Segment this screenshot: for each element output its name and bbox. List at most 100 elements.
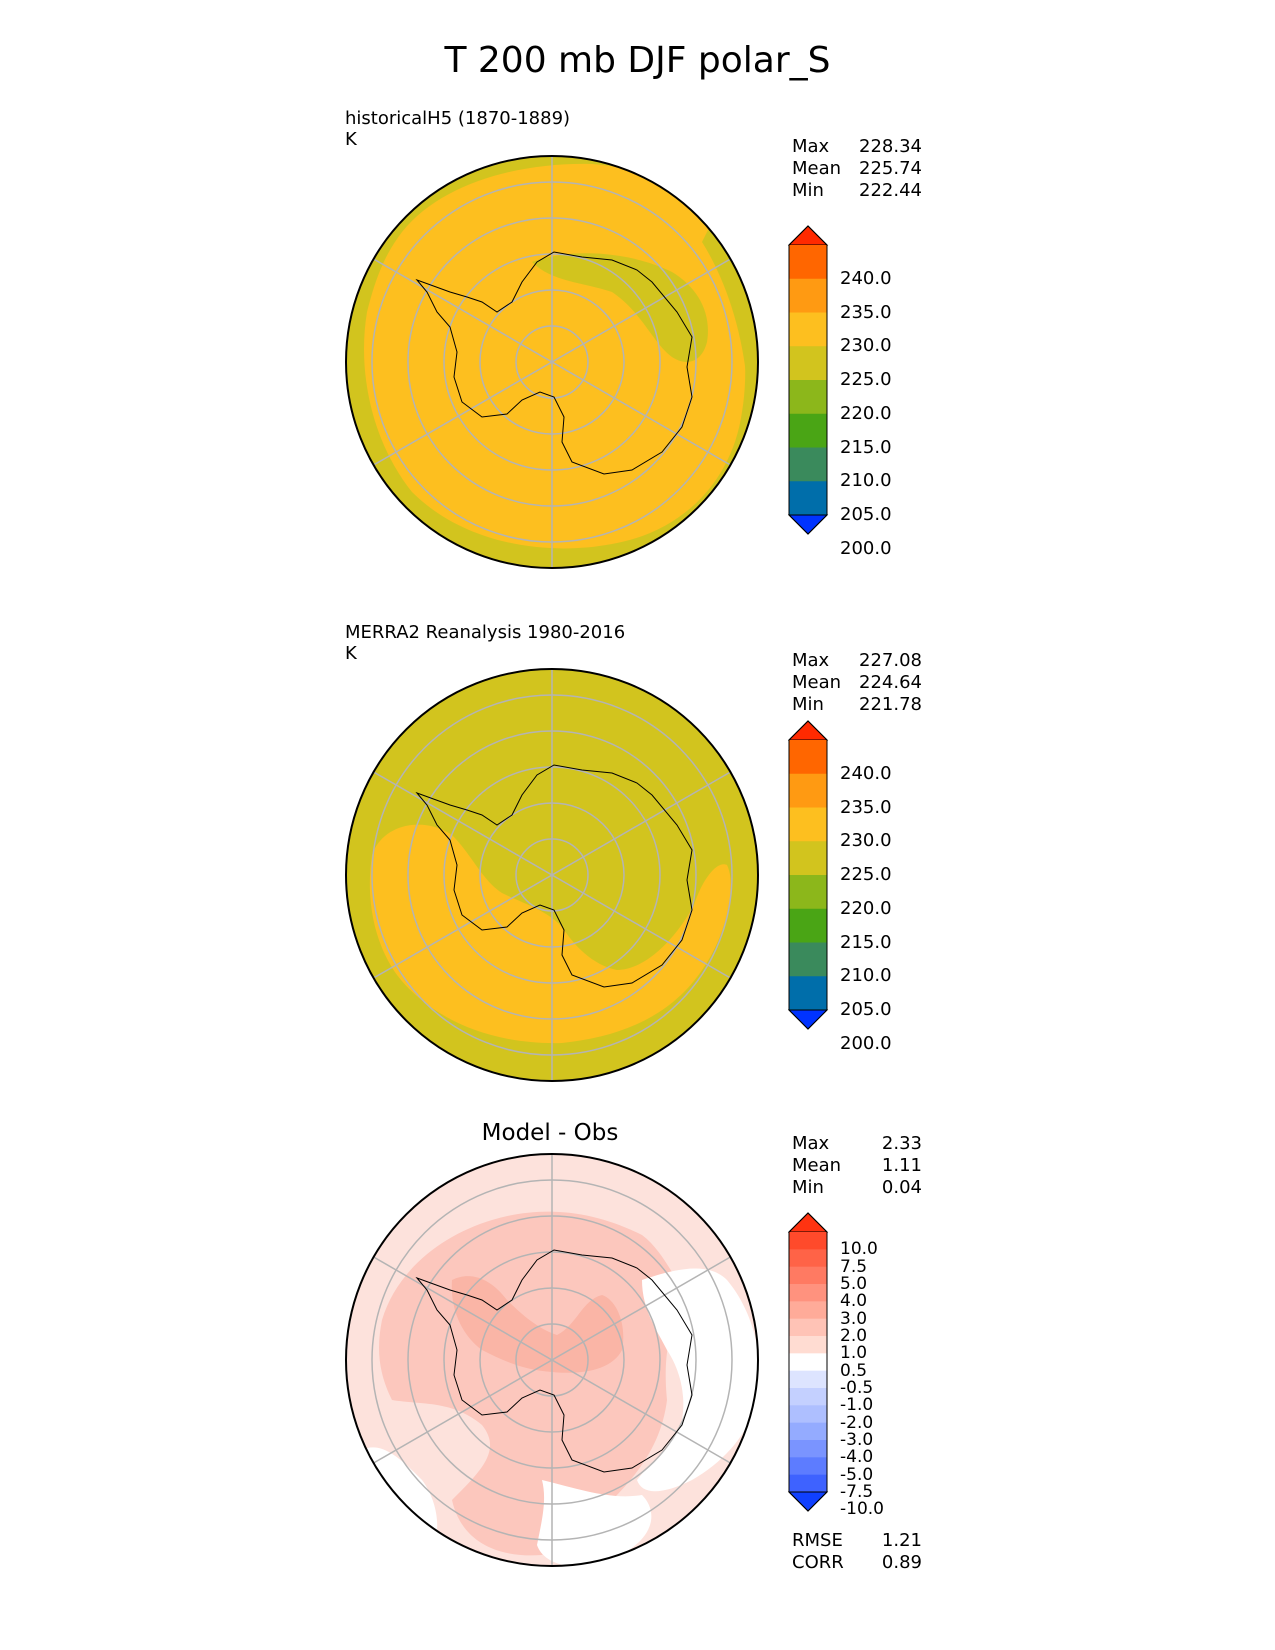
colorbar-swatch [789,413,827,448]
graticule [371,156,733,568]
diff-region-neutral-south [537,1480,652,1566]
stat-max-label: Max [792,136,830,157]
colorbar-swatch [789,908,827,943]
difference-stats: Max 2.33 Mean 1.11 Min 0.04 [792,1133,922,1199]
stat-max-value: 228.34 [859,136,922,157]
cool-region-east [702,222,758,382]
colorbar-swatch [789,447,827,482]
colorbar-swatch [789,1474,827,1493]
antarctica-coastline [415,251,693,475]
colorbar-swatch [789,740,827,775]
colorbar-swatch [789,1318,827,1337]
colorbar-tick-label: 240.0 [840,267,892,289]
colorbar-tick-label: 230.0 [840,335,892,357]
colorbar-tick-label: 215.0 [840,436,892,458]
colorbar-swatch [789,346,827,381]
colorbar-swatch [789,1336,827,1354]
colorbar-tick-label: -3.0 [840,1430,874,1450]
colorbar-swatch [789,380,827,415]
difference-panel-title: Model - Obs [481,1120,619,1146]
colorbar-tick-label: -5.0 [840,1464,874,1485]
colorbar-tick-label: 235.0 [840,301,892,323]
colorbar-tick-label: -4.0 [840,1447,874,1468]
colorbar-tick-label: 205.0 [840,504,892,525]
graticule [371,1154,733,1566]
colorbar-tick-label: 200.0 [840,1032,892,1054]
colorbar-swatch [789,942,827,977]
stat-max-label: Max [792,1133,830,1154]
cool-region [532,253,708,362]
colorbar-tick-label: 3.0 [840,1308,868,1329]
colorbar-tick-label: 1.0 [840,1343,868,1364]
colorbar-swatch [789,1301,827,1320]
stat-max-value: 2.33 [881,1133,922,1154]
colorbar-swatches [788,225,829,535]
corr-label: CORR [792,1552,844,1573]
stat-min-value: 221.78 [859,694,922,715]
antarctica-coastline [415,1249,693,1473]
difference-metrics: RMSE 1.21 CORR 0.89 [792,1530,922,1574]
colorbar-tick-label: 4.0 [840,1291,868,1312]
test-panel-label: historicalH5 (1870-1889) K [345,108,570,150]
colorbar-tick-label: 215.0 [840,931,892,953]
colorbar-tick-label: 230.0 [840,830,892,852]
colorbar-swatch [789,1232,827,1250]
stat-max-label: Max [792,650,830,671]
reference-polar-map [345,668,759,1082]
colorbar-tick-label: -0.5 [840,1378,874,1398]
stat-mean-value: 225.74 [859,158,922,179]
reference-stats: Max 227.08 Mean 224.64 Min 221.78 [792,650,922,716]
difference-polar-map [345,1153,759,1567]
colorbar-swatch [789,312,827,347]
colorbar-tick-label: 240.0 [840,762,892,784]
colorbar-swatch [789,1388,827,1406]
colorbar-swatches [788,720,829,1030]
colorbar-swatch [789,807,827,842]
colorbar-swatch [789,1353,827,1372]
colorbar-tick-label: 7.5 [840,1256,868,1277]
colorbar-swatch [789,1370,827,1389]
test-stats: Max 228.34 Mean 225.74 Min 222.44 [792,136,922,202]
stat-mean-value: 1.11 [881,1155,922,1176]
colorbar-swatch [789,1284,827,1302]
colorbar-tick-label: 210.0 [840,965,892,987]
test-polar-map [345,155,759,569]
colorbar-extend-max [788,1212,829,1233]
stat-min-label: Min [792,1177,824,1198]
colorbar-tick-label: 210.0 [840,470,892,492]
colorbar-tick-label: 0.5 [840,1360,868,1381]
colorbar-tick-label: 235.0 [840,796,892,818]
test-dataset-name: historicalH5 (1870-1889) [345,108,571,129]
colorbar-tick-label: 225.0 [840,369,892,390]
colorbar-swatches [788,1212,829,1512]
colorbar-swatch [789,976,827,1011]
difference-colorbar: 10.0 7.5 5.0 4.0 3.0 2.0 1.0 0.5 -0.5 -1.0 -2.0 -3.… [788,1212,958,1519]
colorbar-swatch [789,1405,827,1424]
stat-mean-label: Mean [792,158,842,179]
stat-min-label: Min [792,180,824,201]
map-boundary [345,155,759,569]
stat-mean-value: 224.64 [859,672,922,693]
colorbar-swatch [789,1457,827,1476]
colorbar-tick-label: -2.0 [840,1412,874,1433]
colorbar-swatch [789,278,827,313]
colorbar-swatch [789,245,827,280]
colorbar-tick-label: -1.0 [840,1395,874,1416]
stat-mean-label: Mean [792,1155,842,1176]
colorbar-outline [788,720,828,1030]
colorbar-tick-label: -7.5 [840,1482,874,1502]
stat-max-value: 227.08 [859,650,922,671]
stat-min-value: 0.04 [881,1177,922,1198]
warm-region [364,163,746,549]
map-boundary [345,1153,759,1567]
reference-panel-label: MERRA2 Reanalysis 1980-2016 K [345,622,625,664]
colorbar-swatch [789,875,827,910]
colorbar-swatch [789,1249,827,1268]
reference-dataset-name: MERRA2 Reanalysis 1980-2016 [345,622,626,643]
colorbar-tick-label: 5.0 [840,1274,868,1294]
test-units: K [345,129,357,150]
colorbar-swatch [789,1440,827,1458]
colorbar-tick-label: 225.0 [840,864,892,885]
rmse-label: RMSE [792,1530,843,1551]
colorbar-extend-max [788,225,829,246]
